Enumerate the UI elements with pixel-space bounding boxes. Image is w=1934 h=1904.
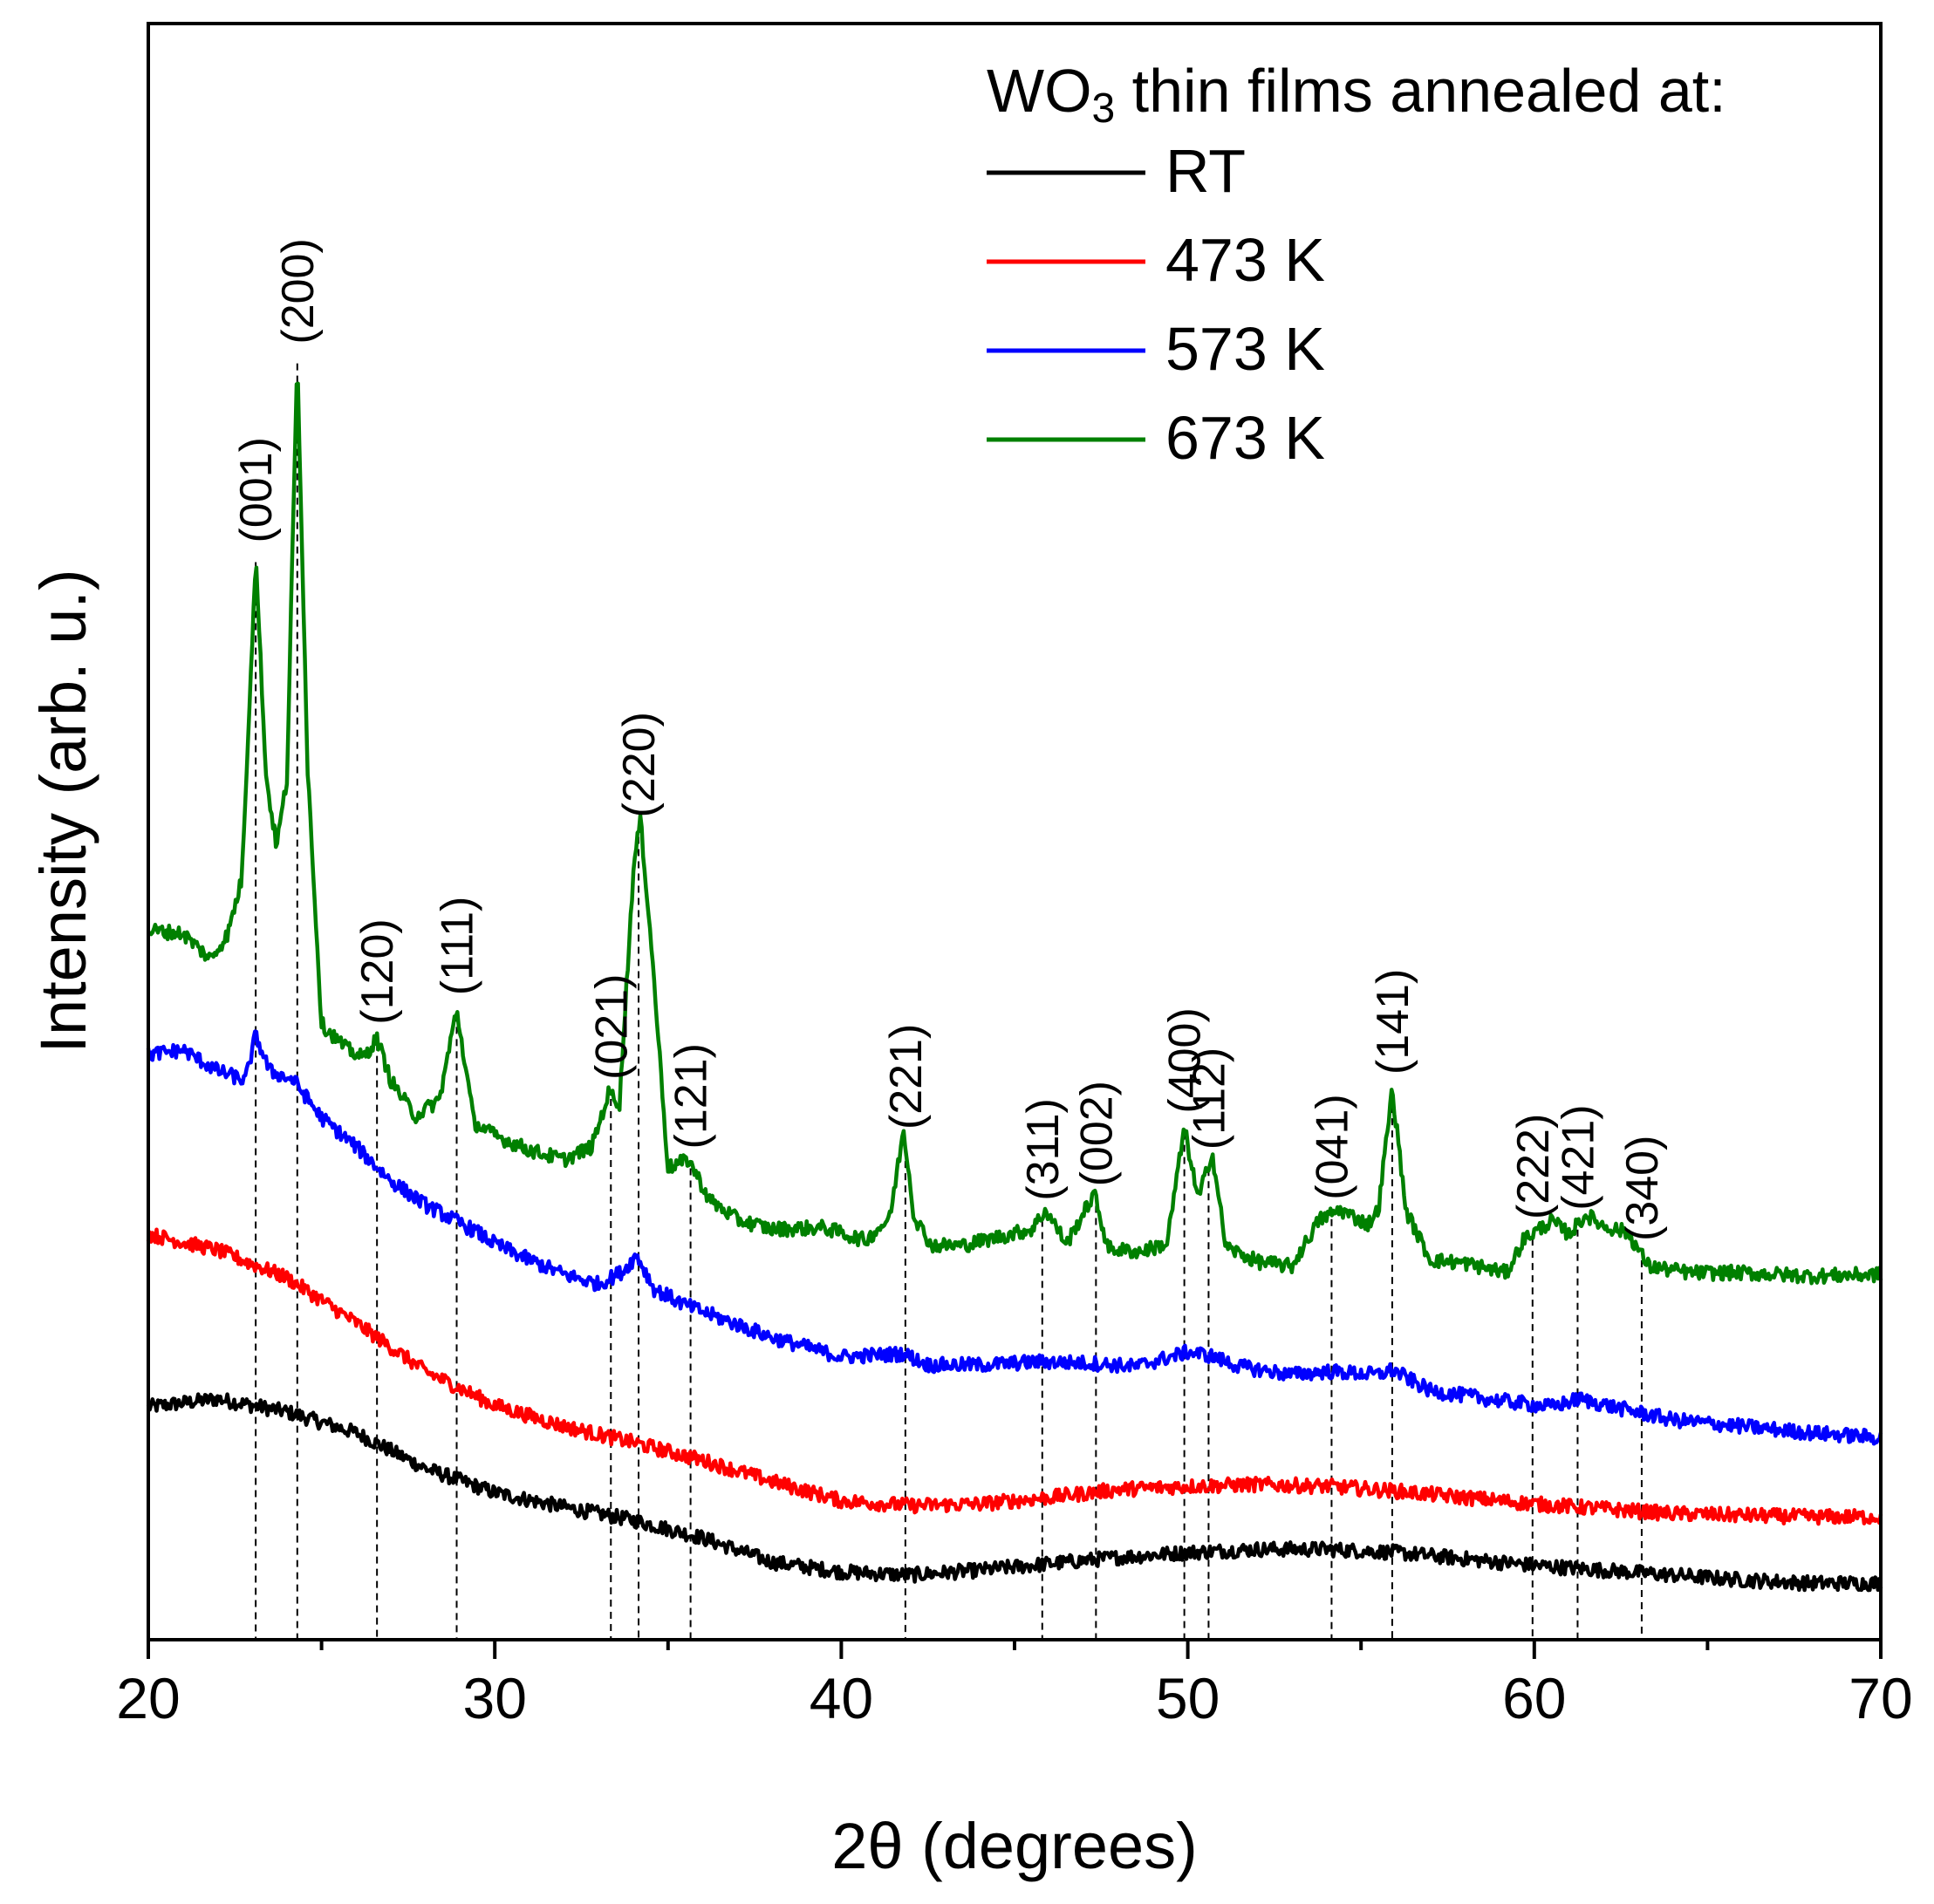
- x-axis-ticks: 20 30 40 50 60 70: [116, 1640, 1913, 1730]
- x-tick-label-60: 60: [1502, 1666, 1566, 1730]
- series-line-573-k: [146, 1029, 1883, 1446]
- series-layer: [146, 381, 1883, 1593]
- peak-label-340: (340): [1617, 1136, 1668, 1241]
- peak-label-421: (421): [1553, 1104, 1603, 1210]
- series-line-rt: [146, 1392, 1883, 1593]
- legend-title-main: WO: [987, 57, 1092, 125]
- legend-title: WO3 thin films annealed at:: [987, 57, 1726, 132]
- peak-label-221: (221): [881, 1024, 932, 1129]
- x-tick-label-30: 30: [462, 1666, 526, 1730]
- legend-label-673-k: 673 K: [1165, 404, 1325, 472]
- peak-label-111: (111): [433, 897, 483, 996]
- peak-label-141: (141): [1368, 969, 1418, 1075]
- x-tick-label-50: 50: [1156, 1666, 1220, 1730]
- legend-label-473-k: 473 K: [1165, 226, 1325, 294]
- peak-label-120: (120): [352, 918, 403, 1024]
- peak-label-222: (222): [1508, 1114, 1559, 1219]
- legend-title-subscript: 3: [1092, 85, 1116, 132]
- peak-label-112: (112): [1184, 1048, 1234, 1150]
- y-axis-title: Intensity (arb. u.): [27, 569, 99, 1053]
- legend: WO3 thin films annealed at: RT 473 K 573 K…: [987, 57, 1726, 472]
- peak-label-400: (400): [1160, 1007, 1211, 1113]
- x-tick-label-70: 70: [1849, 1666, 1912, 1730]
- series-line-473-k: [146, 1227, 1883, 1526]
- x-axis-title: 2θ (degrees): [831, 1810, 1198, 1882]
- peak-label-200: (200): [273, 238, 324, 344]
- x-tick-label-40: 40: [810, 1666, 873, 1730]
- peak-label-001: (001): [231, 437, 282, 543]
- peak-label-041: (041): [1307, 1094, 1357, 1199]
- peak-label-021: (021): [586, 974, 637, 1080]
- peak-label-220: (220): [614, 712, 665, 817]
- legend-title-rest: thin films annealed at:: [1115, 57, 1726, 125]
- series-line-673-k: [147, 381, 1883, 1286]
- x-tick-label-20: 20: [116, 1666, 180, 1730]
- legend-items: RT 473 K 573 K 673 K: [987, 137, 1325, 472]
- peak-label-002: (002): [1071, 1081, 1122, 1186]
- peak-label-311: (311): [1018, 1098, 1069, 1201]
- peak-labels: (001) (200) (120) (111) (021) (220) (121) (221)…: [231, 238, 1668, 1241]
- legend-label-rt: RT: [1165, 137, 1246, 205]
- peak-label-121: (121): [666, 1043, 717, 1149]
- legend-label-573-k: 573 K: [1165, 315, 1325, 383]
